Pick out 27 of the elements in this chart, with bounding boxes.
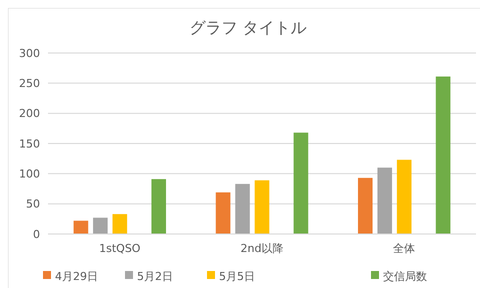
y-tick-label: 200 bbox=[19, 107, 40, 120]
bar bbox=[436, 76, 450, 234]
bar bbox=[254, 180, 270, 234]
x-tick-label: 2nd以降 bbox=[240, 242, 284, 255]
bar bbox=[216, 192, 230, 234]
bar bbox=[396, 160, 412, 234]
bar bbox=[377, 168, 392, 234]
y-tick-label: 50 bbox=[26, 198, 40, 211]
bar bbox=[294, 132, 308, 234]
chart-title: グラフ タイトル bbox=[189, 18, 307, 37]
legend-label: 5月2日 bbox=[137, 270, 173, 283]
bar bbox=[235, 184, 250, 234]
x-tick-label: 1stQSO bbox=[99, 242, 141, 255]
y-tick-label: 300 bbox=[19, 46, 40, 60]
bar bbox=[74, 220, 88, 234]
y-tick-label: 0 bbox=[33, 228, 40, 241]
bar bbox=[93, 218, 108, 234]
y-tick-label: 250 bbox=[19, 77, 40, 90]
bar bbox=[112, 214, 128, 234]
bar bbox=[151, 179, 166, 234]
x-tick-label: 全体 bbox=[393, 242, 416, 255]
bar bbox=[358, 178, 373, 234]
legend-label: 4月29日 bbox=[55, 270, 98, 283]
legend-label: 交信局数 bbox=[383, 270, 427, 283]
y-tick-label: 100 bbox=[19, 168, 40, 181]
y-tick-label: 150 bbox=[19, 137, 40, 150]
legend-label: 5月5日 bbox=[219, 270, 255, 283]
